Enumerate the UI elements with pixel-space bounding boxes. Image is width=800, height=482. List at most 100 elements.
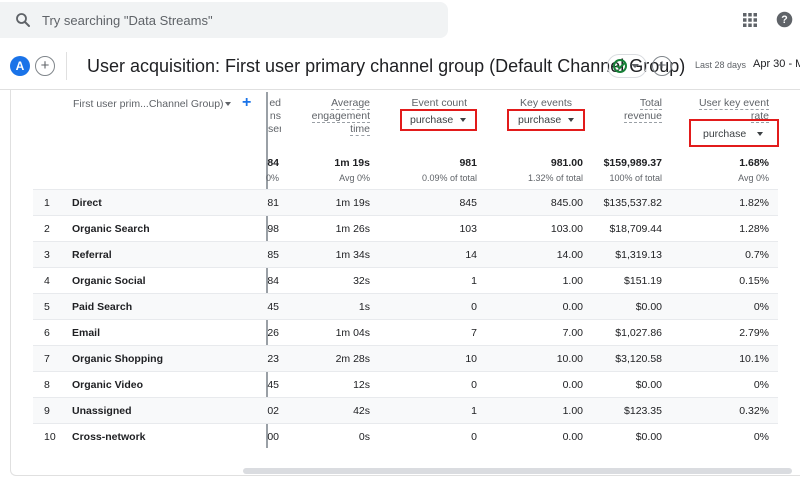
row-index: 2	[44, 223, 50, 235]
avatar[interactable]: A	[10, 56, 30, 76]
row-index: 8	[44, 379, 50, 391]
frozen-column-divider[interactable]	[266, 92, 268, 448]
event-count-total-sub: 0.09% of total	[421, 173, 477, 183]
sort-down-icon[interactable]	[225, 102, 231, 106]
add-comparison-button[interactable]: +	[652, 56, 672, 76]
cell-key: 103.00	[550, 223, 583, 235]
table-row[interactable]: 6 Email 26 1m 04s 7 7.00 $1,027.86 2.79%	[33, 319, 778, 345]
cell-key: 1.00	[562, 275, 583, 287]
rate-total-sub: Avg 0%	[738, 173, 769, 183]
cell-sessions: 26	[267, 327, 279, 339]
sessions-column-header[interactable]: ed ns ser	[268, 97, 281, 135]
cell-events: 0	[471, 379, 477, 391]
cell-sessions: 98	[267, 223, 279, 235]
total-revenue-column-header[interactable]: Total revenue	[624, 97, 662, 123]
cell-revenue: $18,709.44	[609, 223, 662, 235]
cell-key: 14.00	[556, 249, 583, 261]
cell-avg: 1m 26s	[335, 223, 370, 235]
cell-revenue: $0.00	[635, 301, 662, 313]
row-index: 7	[44, 353, 50, 365]
event-count-column-header[interactable]: Event count	[411, 97, 467, 110]
cell-rate: 0.32%	[739, 405, 769, 417]
cell-revenue: $151.19	[624, 275, 662, 287]
channel-name[interactable]: Referral	[72, 249, 112, 261]
cell-key: 0.00	[562, 431, 583, 443]
search-input[interactable]	[42, 10, 422, 30]
channel-name[interactable]: Email	[72, 327, 101, 339]
table-row[interactable]: 1 Direct 81 1m 19s 845 845.00 $135,537.82 1.82%	[33, 189, 778, 215]
highlight-box	[400, 109, 477, 131]
cell-rate: 10.1%	[739, 353, 769, 365]
dimension-column-header[interactable]: First user prim...Channel Group)	[73, 98, 224, 110]
channel-name[interactable]: Organic Shopping	[72, 353, 163, 365]
key-events-column-header[interactable]: Key events	[520, 97, 572, 110]
channel-name[interactable]: Cross-network	[72, 431, 146, 443]
cell-events: 1	[471, 275, 477, 287]
cell-events: 14	[465, 249, 477, 261]
svg-text:?: ?	[781, 14, 787, 26]
table-row[interactable]: 3 Referral 85 1m 34s 14 14.00 $1,319.13 0.7%	[33, 241, 778, 267]
cell-rate: 1.28%	[739, 223, 769, 235]
cell-key: 0.00	[562, 379, 583, 391]
event-count-total: 981	[459, 157, 477, 169]
chevron-down-icon	[460, 118, 466, 122]
cell-events: 0	[471, 301, 477, 313]
rate-filter-dropdown[interactable]: purchase	[695, 126, 771, 146]
row-index: 1	[44, 197, 50, 209]
add-segment-button[interactable]: +	[35, 56, 55, 76]
cell-key: 0.00	[562, 301, 583, 313]
check-circle-icon	[613, 59, 627, 73]
cell-rate: 0.7%	[745, 249, 769, 261]
cell-sessions: 81	[267, 197, 279, 209]
channel-name[interactable]: Organic Video	[72, 379, 143, 391]
table-row[interactable]: 2 Organic Search 98 1m 26s 103 103.00 $18,709.…	[33, 215, 778, 241]
cell-avg: 2m 28s	[335, 353, 370, 365]
cell-sessions: 84	[267, 275, 279, 287]
date-range-picker[interactable]: Apr 30 - M	[753, 58, 800, 70]
cell-sessions: 85	[267, 249, 279, 261]
channel-name[interactable]: Paid Search	[72, 301, 133, 313]
channel-name[interactable]: Unassigned	[72, 405, 132, 417]
add-dimension-button[interactable]: +	[242, 94, 252, 111]
search-bar[interactable]	[0, 2, 448, 38]
cell-revenue: $1,319.13	[615, 249, 662, 261]
key-events-filter-dropdown[interactable]: purchase	[510, 112, 582, 132]
cell-revenue: $0.00	[635, 431, 662, 443]
cell-sessions: 45	[267, 301, 279, 313]
key-events-total-sub: 1.32% of total	[527, 173, 583, 183]
table-row[interactable]: 8 Organic Video 45 12s 0 0.00 $0.00 0%	[33, 371, 778, 397]
channel-name[interactable]: Organic Search	[72, 223, 150, 235]
top-bar: ?	[0, 0, 800, 42]
cell-avg: 1s	[358, 301, 370, 313]
header-bottom-divider	[0, 89, 800, 90]
table-row[interactable]: 10 Cross-network 00 0s 0 0.00 $0.00 0%	[33, 423, 778, 449]
apps-grid-icon[interactable]	[743, 13, 757, 27]
table-row[interactable]: 9 Unassigned 02 42s 1 1.00 $123.35 0.32%	[33, 397, 778, 423]
channel-name[interactable]: Direct	[72, 197, 102, 209]
cell-rate: 1.82%	[739, 197, 769, 209]
cell-events: 1	[471, 405, 477, 417]
cell-avg: 0s	[358, 431, 370, 443]
cell-revenue: $135,537.82	[603, 197, 662, 209]
cell-key: 845.00	[550, 197, 583, 209]
event-count-filter-dropdown[interactable]: purchase	[402, 112, 474, 132]
cell-avg: 1m 04s	[335, 327, 370, 339]
table-row[interactable]: 7 Organic Shopping 23 2m 28s 10 10.00 $3,120.5…	[33, 345, 778, 371]
rate-total: 1.68%	[739, 157, 769, 169]
help-icon[interactable]: ?	[776, 11, 793, 28]
channel-name[interactable]: Organic Social	[72, 275, 146, 287]
cell-avg: 12s	[353, 379, 370, 391]
horizontal-scrollbar[interactable]	[243, 468, 792, 474]
report-table	[10, 90, 800, 476]
search-icon	[16, 13, 30, 27]
cell-revenue: $1,027.86	[615, 327, 662, 339]
cell-key: 1.00	[562, 405, 583, 417]
status-dropdown[interactable]	[607, 54, 647, 78]
table-row[interactable]: 5 Paid Search 45 1s 0 0.00 $0.00 0%	[33, 293, 778, 319]
table-row[interactable]: 4 Organic Social 84 32s 1 1.00 $151.19 0.15%	[33, 267, 778, 293]
row-index: 3	[44, 249, 50, 261]
row-index: 5	[44, 301, 50, 313]
avg-engagement-column-header[interactable]: Average engagement time	[311, 97, 370, 136]
row-index: 6	[44, 327, 50, 339]
cell-events: 845	[459, 197, 477, 209]
